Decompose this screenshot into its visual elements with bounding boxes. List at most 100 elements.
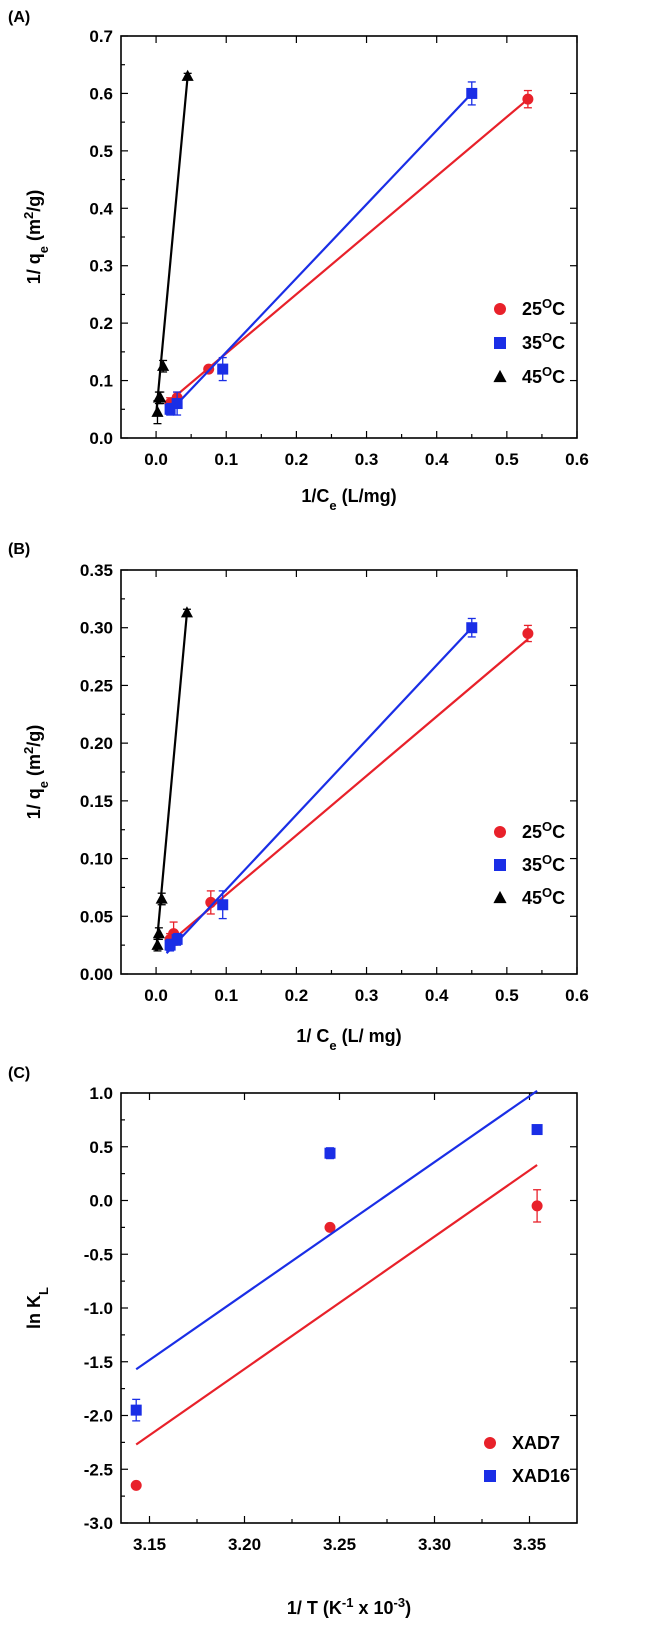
y-tick-label: 0.4 (89, 199, 113, 218)
fit-line (165, 626, 473, 954)
legend-marker (493, 890, 507, 904)
data-point (157, 359, 170, 371)
data-point (217, 899, 229, 911)
y-axis-label: ln KL (24, 1287, 51, 1329)
plot-frame (120, 1092, 578, 1524)
x-tick-label: 3.15 (133, 1535, 166, 1554)
y-tick-label: 0.05 (80, 907, 113, 926)
chart-panel-a: (A) 0.0 0.1 0.2 0.3 0.4 0.5 0.6 0.0 0.1 0.2 0.3 0.4 0… (8, 9, 589, 513)
panel-label: (B) (8, 541, 30, 558)
data-point (151, 405, 164, 417)
series-xad16 (130, 1089, 543, 1422)
x-tick-label: 0.3 (355, 986, 379, 1005)
series-45 (151, 606, 193, 952)
x-tick-label: 0.0 (144, 986, 168, 1005)
legend-label: 35OC (522, 852, 565, 876)
data-point (466, 622, 478, 634)
chart-panel-b: (B) 0.0 0.1 0.2 0.3 0.4 0.5 0.6 0.00 0.05 0.10 0.15… (8, 541, 589, 1053)
data-point (152, 927, 165, 939)
legend-label: XAD7 (512, 1433, 560, 1453)
data-point (324, 1221, 336, 1233)
data-point (522, 93, 534, 105)
data-point (531, 1200, 543, 1212)
x-tick-label: 0.4 (425, 986, 449, 1005)
plot-frame (120, 35, 578, 439)
data-point (217, 363, 229, 375)
fit-line (165, 638, 529, 946)
y-tick-label: 0.35 (80, 561, 113, 580)
y-tick-label: 0.2 (89, 314, 113, 333)
legend-marker (484, 1470, 496, 1482)
y-tick-label: 0.5 (89, 1138, 113, 1157)
x-tick-label: 0.1 (214, 450, 238, 469)
data-point (171, 933, 183, 945)
legend-label: 35OC (522, 330, 565, 354)
y-tick-label: 0.25 (80, 676, 113, 695)
data-point (531, 1124, 543, 1136)
y-tick-label: 0.20 (80, 734, 113, 753)
x-tick-label: 3.30 (418, 1535, 451, 1554)
data-point (154, 391, 167, 403)
data-point (180, 606, 193, 618)
x-tick-label: 3.25 (323, 1535, 356, 1554)
y-tick-label: 0.30 (80, 619, 113, 638)
x-tick-label: 0.1 (214, 986, 238, 1005)
fit-line (165, 92, 473, 416)
x-axis-label: 1/ Ce (L/ mg) (296, 1026, 401, 1053)
data-point (171, 398, 183, 410)
y-tick-label: -3.0 (84, 1514, 113, 1533)
data-point (205, 896, 217, 908)
y-tick-label: 0.6 (89, 84, 113, 103)
data-point (155, 892, 168, 904)
legend-label: XAD16 (512, 1466, 570, 1486)
y-tick-label: -2.5 (84, 1460, 113, 1479)
legend-marker (494, 859, 506, 871)
legend-marker (484, 1437, 496, 1449)
fit-line (154, 76, 189, 416)
legend-marker (494, 303, 506, 315)
y-tick-label: -0.5 (84, 1245, 113, 1264)
y-tick-label: 0.00 (80, 965, 113, 984)
legend-label: 25OC (522, 819, 565, 843)
y-tick-label: 0.5 (89, 142, 113, 161)
y-tick-label: -2.0 (84, 1407, 113, 1426)
data-point (130, 1479, 142, 1491)
y-tick-label: 0.0 (89, 429, 113, 448)
data-point (164, 403, 176, 415)
legend-label: 25OC (522, 296, 565, 320)
x-tick-label: 3.35 (513, 1535, 546, 1554)
x-tick-label: 0.5 (495, 450, 519, 469)
x-tick-label: 0.4 (425, 450, 449, 469)
legend-label: 45OC (522, 364, 565, 388)
x-tick-label: 0.5 (495, 986, 519, 1005)
y-tick-label: 0.7 (89, 27, 113, 46)
data-point (164, 939, 176, 951)
chart-panel-c: (C) 3.15 3.20 3.25 3.30 3.35 -3.0 -2.5 -2.0 -1.5 -… (8, 1065, 578, 1619)
data-point (130, 1404, 142, 1416)
y-tick-label: 0.15 (80, 792, 113, 811)
x-tick-label: 0.2 (285, 450, 309, 469)
x-tick-label: 0.2 (285, 986, 309, 1005)
x-axis-label: 1/ T (K-1 x 10-3) (287, 1595, 411, 1619)
x-tick-label: 0.3 (355, 450, 379, 469)
y-axis-label: 1/ qe (m2/g) (21, 190, 51, 284)
series-45 (151, 69, 194, 425)
y-tick-label: 0.3 (89, 257, 113, 276)
legend-marker (494, 826, 506, 838)
x-tick-label: 0.0 (144, 450, 168, 469)
y-tick-label: 0.1 (89, 372, 113, 391)
x-axis-label: 1/Ce (L/mg) (301, 486, 396, 513)
y-tick-label: -1.0 (84, 1299, 113, 1318)
y-tick-label: -1.5 (84, 1353, 113, 1372)
y-axis-label: 1/ qe (m2/g) (21, 725, 51, 819)
legend-marker (494, 337, 506, 349)
series-35 (164, 81, 478, 416)
data-point (522, 627, 534, 639)
series-35 (164, 617, 478, 954)
data-point (466, 87, 478, 99)
series-25 (164, 89, 534, 410)
x-tick-label: 3.20 (228, 1535, 261, 1554)
x-tick-label: 0.6 (565, 450, 589, 469)
fit-line (135, 1164, 538, 1446)
